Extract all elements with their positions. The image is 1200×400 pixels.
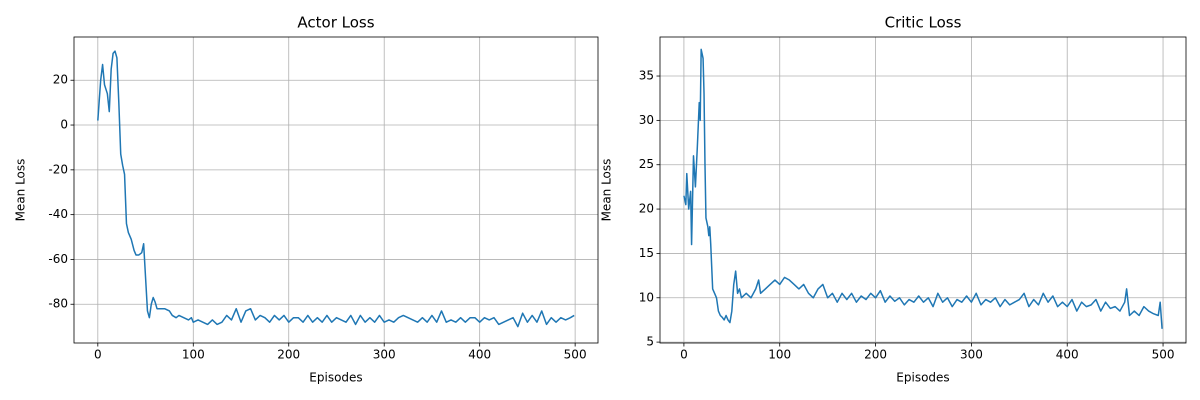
x-tick-label: 400 xyxy=(468,348,491,362)
x-tick-label: 300 xyxy=(373,348,396,362)
x-tick-label: 200 xyxy=(277,348,300,362)
x-tick-label: 400 xyxy=(1056,348,1079,362)
y-tick-label: 10 xyxy=(639,290,654,304)
y-tick-label: 20 xyxy=(639,202,654,216)
y-tick-label: -80 xyxy=(48,297,68,311)
y-tick-label: -20 xyxy=(48,162,68,176)
x-tick-label: 100 xyxy=(768,348,791,362)
y-tick-label: 5 xyxy=(646,335,654,349)
x-tick-label: 0 xyxy=(94,348,102,362)
x-axis-label: Episodes xyxy=(309,371,362,385)
y-tick-label: 15 xyxy=(639,246,654,260)
y-axis-label: Mean Loss xyxy=(600,159,614,222)
y-tick-label: -60 xyxy=(48,252,68,266)
loss-line xyxy=(97,50,575,328)
y-tick-label: 30 xyxy=(639,113,654,127)
x-tick-label: 500 xyxy=(1152,348,1175,362)
axes-frame xyxy=(659,36,1187,344)
y-axis-label: Mean Loss xyxy=(14,159,28,222)
chart-title: Actor Loss xyxy=(297,14,374,32)
y-tick-label: 20 xyxy=(53,73,68,87)
x-axis-label: Episodes xyxy=(896,371,949,385)
x-tick-label: 500 xyxy=(564,348,587,362)
x-tick-label: 100 xyxy=(182,348,205,362)
loss-line xyxy=(683,48,1163,329)
x-tick-label: 300 xyxy=(960,348,983,362)
chart-title: Critic Loss xyxy=(885,14,962,32)
y-tick-label: 35 xyxy=(639,69,654,83)
x-tick-label: 0 xyxy=(680,348,688,362)
x-tick-label: 200 xyxy=(864,348,887,362)
y-tick-label: 25 xyxy=(639,157,654,171)
y-tick-label: 0 xyxy=(60,118,68,132)
axes-frame xyxy=(73,36,599,344)
y-tick-label: -40 xyxy=(48,207,68,221)
